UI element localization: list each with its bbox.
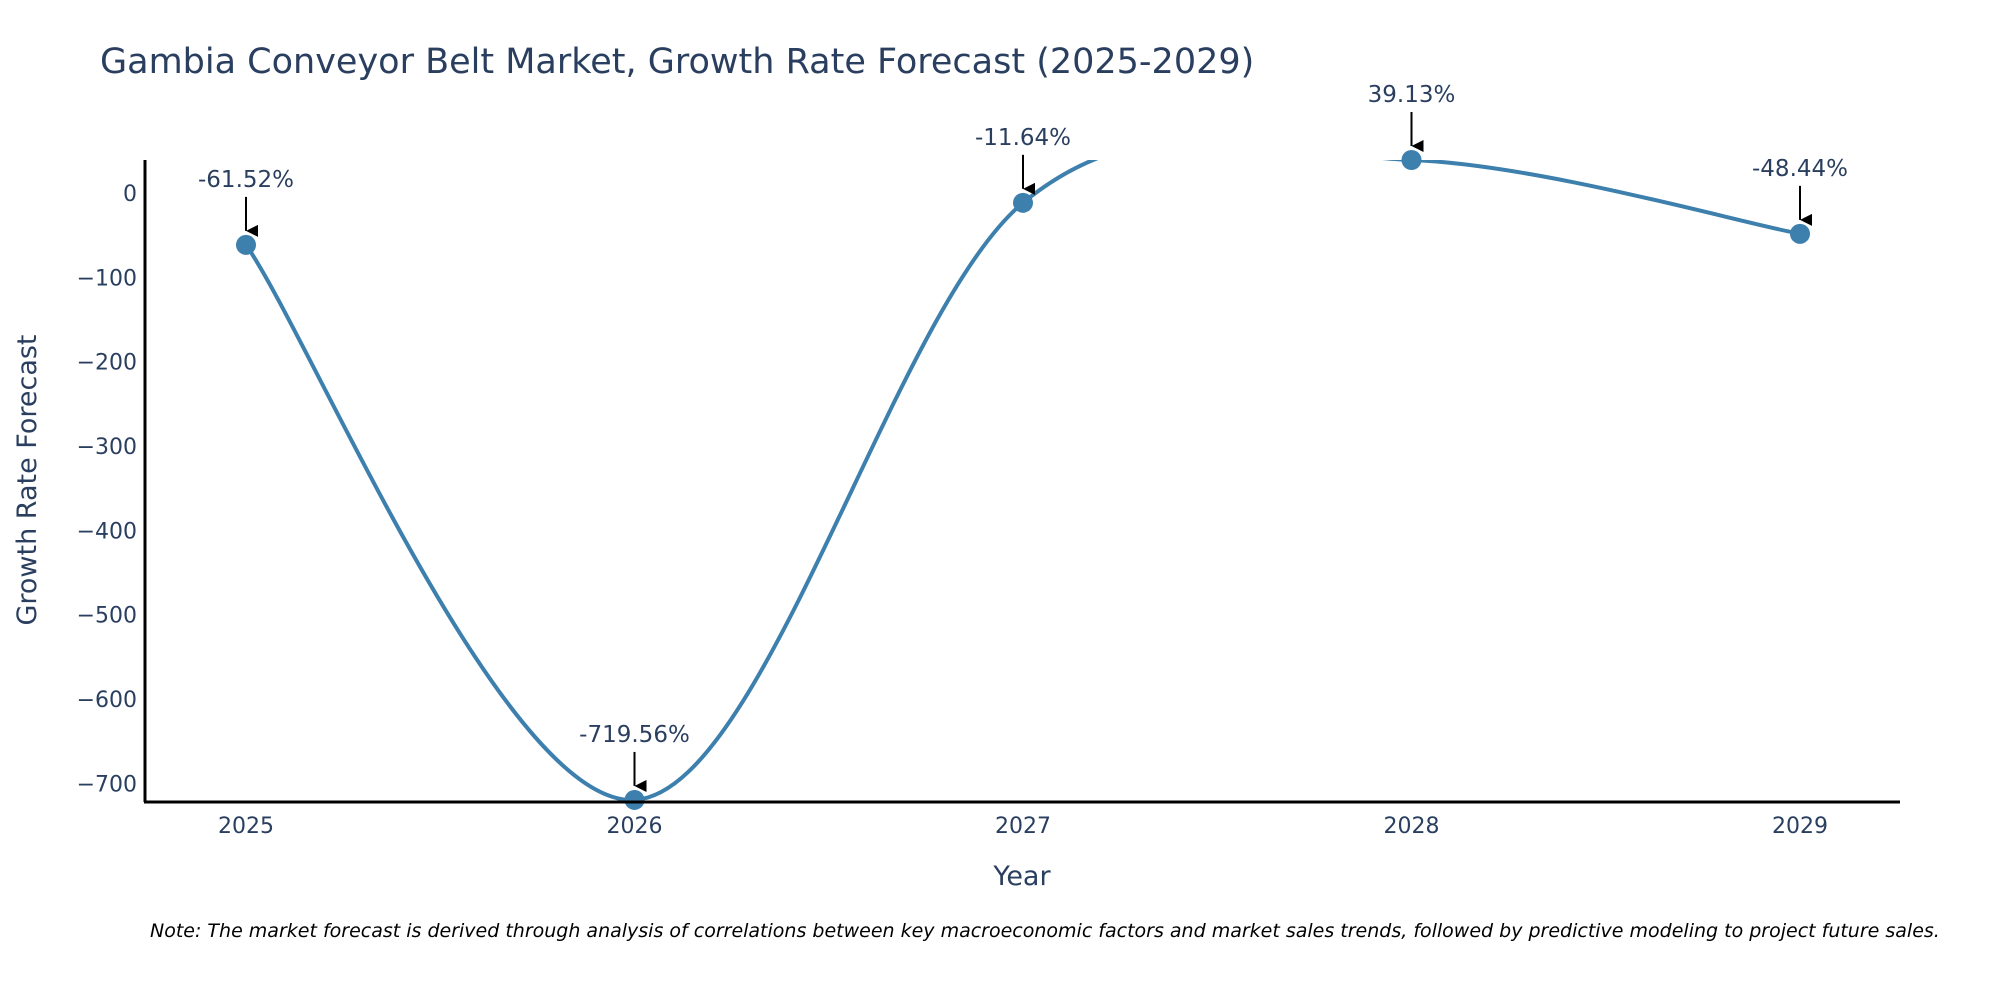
- x-tick-label: 2027: [995, 814, 1051, 839]
- data-label: -719.56%: [579, 722, 690, 748]
- data-label: -61.52%: [198, 167, 294, 193]
- y-axis-title: Growth Rate Forecast: [12, 334, 43, 625]
- y-tick-label: −200: [77, 351, 137, 376]
- x-tick-label: 2028: [1384, 814, 1440, 839]
- data-label: 39.13%: [1368, 82, 1456, 108]
- x-tick-label: 2029: [1772, 814, 1828, 839]
- data-point: [1013, 192, 1033, 213]
- series-line: [244, 160, 1801, 802]
- y-tick-label: −600: [77, 688, 137, 713]
- chart-title: Gambia Conveyor Belt Market, Growth Rate…: [100, 42, 1255, 82]
- data-annotations: -61.52% -719.56% -11.64% 39.13% -48.44%: [198, 82, 1848, 792]
- y-tick-label: −400: [77, 519, 137, 544]
- data-point: [236, 234, 256, 255]
- y-tick-label: 0: [123, 182, 137, 207]
- y-tick-label: −500: [77, 604, 137, 629]
- data-point: [1790, 223, 1810, 244]
- y-axis-ticks: 0 −100 −200 −300 −400 −500 −600 −700: [77, 182, 137, 797]
- y-tick-label: −100: [77, 266, 137, 291]
- y-tick-label: −700: [77, 772, 137, 797]
- x-tick-label: 2026: [607, 814, 663, 839]
- data-label: -11.64%: [975, 125, 1071, 151]
- data-points: [236, 150, 1810, 810]
- data-label: -48.44%: [1752, 156, 1848, 182]
- x-axis-title: Year: [992, 861, 1051, 892]
- y-tick-label: −300: [77, 435, 137, 460]
- footnote: Note: The market forecast is derived thr…: [150, 920, 1940, 942]
- x-axis-ticks: 2025 2026 2027 2028 2029: [218, 814, 1828, 839]
- x-tick-label: 2025: [218, 814, 274, 839]
- data-point: [624, 789, 645, 810]
- data-point: [1401, 150, 1422, 170]
